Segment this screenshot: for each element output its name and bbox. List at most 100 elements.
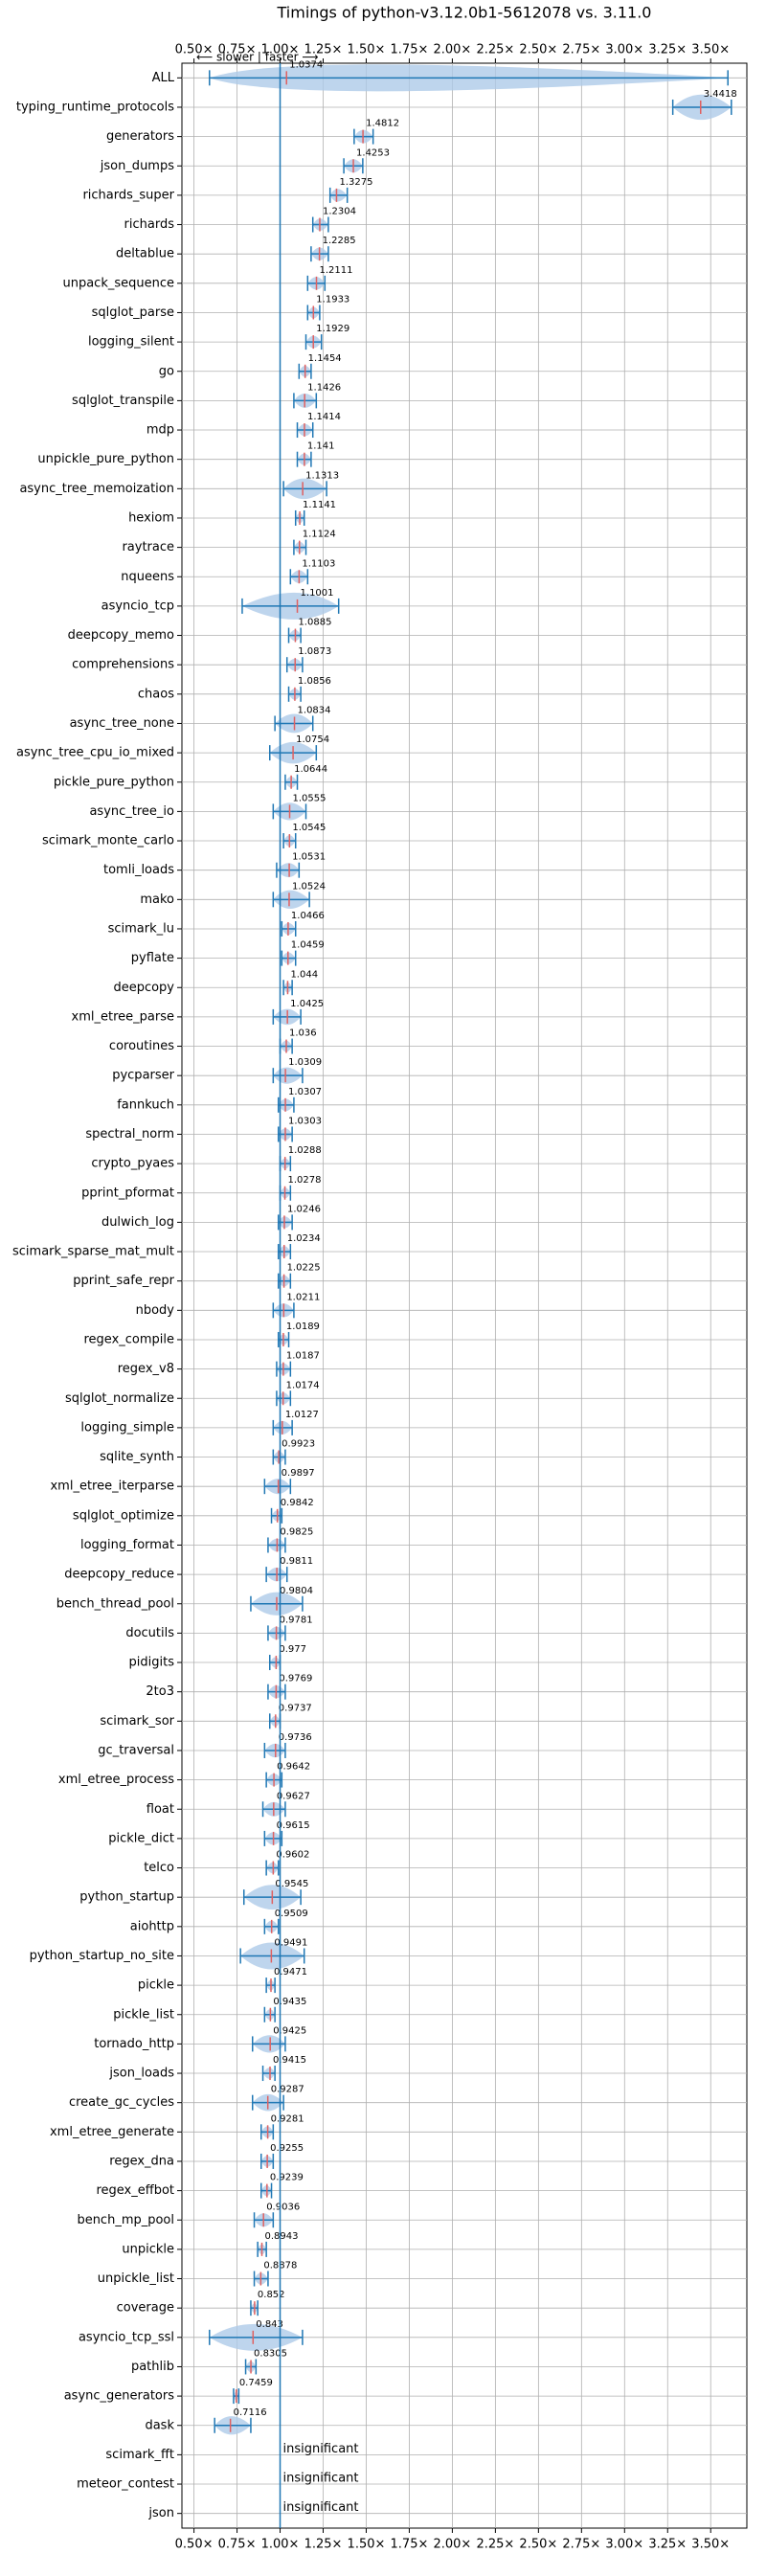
y-tick-label: tornado_http xyxy=(94,2037,174,2051)
x-tick-label: 2.25× xyxy=(476,43,514,57)
y-tick-label: regex_dna xyxy=(109,2154,174,2168)
y-tick-label: logging_silent xyxy=(88,335,174,350)
y-tick-label: pickle_pure_python xyxy=(54,775,174,789)
y-tick-label: scimark_lu xyxy=(108,921,174,936)
value-label: 0.9287 xyxy=(271,2085,304,2095)
y-tick-label: generators xyxy=(106,129,174,144)
x-tick-label: 0.50× xyxy=(175,43,214,57)
y-tick-label: sqlite_synth xyxy=(100,1450,174,1464)
value-label: insignificant xyxy=(283,2472,359,2486)
x-tick-label: 1.00× xyxy=(261,2538,300,2552)
y-tick-label: chaos xyxy=(138,687,174,701)
y-tick-label: tomli_loads xyxy=(103,863,174,877)
value-label: 0.8943 xyxy=(265,2231,299,2242)
value-label: 0.9781 xyxy=(280,1615,313,1625)
y-tick-label: meteor_contest xyxy=(77,2477,174,2492)
y-tick-label: aiohttp xyxy=(130,1919,174,1933)
y-tick-label: pickle_dict xyxy=(108,1831,174,1845)
value-label: 1.0873 xyxy=(298,646,331,657)
x-tick-label: 2.00× xyxy=(433,2538,471,2552)
value-label: 1.0278 xyxy=(288,1175,322,1186)
value-label: 0.852 xyxy=(258,2290,285,2300)
chart-title: Timings of python-v3.12.0b1-5612078 vs. … xyxy=(277,4,652,22)
y-tick-label: deepcopy_reduce xyxy=(64,1568,174,1582)
value-label: 1.2285 xyxy=(323,236,356,246)
y-tick-label: unpickle_pure_python xyxy=(37,452,174,466)
y-tick-label: pprint_safe_repr xyxy=(73,1274,174,1288)
value-label: 0.9415 xyxy=(273,2055,306,2066)
value-label: 1.1454 xyxy=(308,353,342,364)
value-label: 0.9602 xyxy=(276,1850,309,1861)
x-tick-label: 2.00× xyxy=(433,43,471,57)
y-tick-label: ALL xyxy=(152,71,175,85)
value-label: 0.9825 xyxy=(280,1526,313,1537)
y-tick-label: create_gc_cycles xyxy=(69,2095,174,2110)
value-label: 1.1103 xyxy=(302,558,335,569)
y-tick-label: scimark_monte_carlo xyxy=(42,834,174,848)
value-label: 1.0885 xyxy=(298,618,331,628)
y-tick-label: coverage xyxy=(117,2301,174,2316)
y-tick-label: dask xyxy=(145,2418,174,2432)
y-tick-label: regex_v8 xyxy=(118,1362,174,1376)
value-label: 1.0754 xyxy=(296,734,329,745)
value-label: 1.1313 xyxy=(305,470,339,481)
x-tick-label: 3.00× xyxy=(605,43,643,57)
value-label: 0.9509 xyxy=(275,1909,308,1919)
x-tick-label: 3.50× xyxy=(691,2538,730,2552)
x-tick-label: 1.25× xyxy=(304,43,343,57)
y-tick-label: deepcopy_memo xyxy=(68,628,174,643)
y-tick-label: sqlglot_transpile xyxy=(72,394,174,408)
value-label: 1.0225 xyxy=(287,1263,321,1274)
y-tick-label: async_tree_none xyxy=(70,716,174,731)
y-tick-label: json xyxy=(147,2506,174,2520)
y-tick-label: asyncio_tcp xyxy=(101,599,174,613)
y-tick-label: pyflate xyxy=(131,951,174,965)
value-label: 0.9491 xyxy=(274,1937,307,1948)
y-tick-label: regex_compile xyxy=(83,1332,174,1346)
value-label: 1.1124 xyxy=(303,530,336,540)
y-tick-label: sqlglot_normalize xyxy=(65,1391,174,1406)
y-tick-label: pickle xyxy=(138,1978,174,1993)
value-label: 0.9736 xyxy=(279,1732,312,1743)
value-label: 1.4253 xyxy=(356,147,390,158)
x-tick-label: 1.75× xyxy=(391,43,429,57)
y-tick-label: richards_super xyxy=(82,188,174,202)
value-label: 0.843 xyxy=(256,2319,283,2330)
value-label: 0.9471 xyxy=(274,1967,307,1977)
y-tick-label: xml_etree_generate xyxy=(50,2125,174,2139)
value-label: 0.9842 xyxy=(281,1498,314,1508)
y-tick-label: richards xyxy=(124,217,175,232)
y-tick-label: python_startup_no_site xyxy=(30,1949,174,1963)
y-tick-label: dulwich_log xyxy=(101,1215,174,1230)
y-tick-label: float xyxy=(146,1802,174,1817)
value-label: 0.9545 xyxy=(275,1879,308,1889)
value-label: 1.0246 xyxy=(287,1204,321,1214)
y-tick-label: async_tree_cpu_io_mixed xyxy=(16,746,174,760)
value-label: 1.1426 xyxy=(307,382,341,393)
value-label: 1.2111 xyxy=(320,265,353,276)
x-tick-label: 1.00× xyxy=(261,43,300,57)
value-label: 1.0531 xyxy=(292,852,326,863)
y-tick-label: async_tree_io xyxy=(89,804,174,819)
y-tick-label: bench_mp_pool xyxy=(77,2213,174,2227)
value-label: 1.1933 xyxy=(316,294,349,305)
x-tick-label: 2.50× xyxy=(519,43,557,57)
y-tick-label: pathlib xyxy=(131,2360,174,2374)
value-label: 0.9425 xyxy=(273,2025,306,2036)
x-tick-label: 3.25× xyxy=(648,43,687,57)
y-tick-label: comprehensions xyxy=(72,658,174,672)
value-label: 1.3275 xyxy=(339,177,372,188)
y-tick-label: json_loads xyxy=(108,2067,174,2081)
y-tick-label: python_startup xyxy=(79,1890,174,1905)
value-label: 1.141 xyxy=(307,441,335,452)
y-tick-label: deltablue xyxy=(116,247,174,261)
x-tick-label: 3.00× xyxy=(605,2538,643,2552)
value-label: 0.9769 xyxy=(279,1674,312,1684)
x-tick-label: 2.75× xyxy=(562,43,600,57)
value-label: 0.977 xyxy=(279,1644,306,1655)
y-tick-label: typing_runtime_protocols xyxy=(16,100,174,114)
value-label: 1.044 xyxy=(290,969,318,980)
value-label: 1.0466 xyxy=(291,911,325,921)
value-label: 1.0524 xyxy=(292,881,326,892)
y-tick-label: sqlglot_parse xyxy=(92,305,174,320)
